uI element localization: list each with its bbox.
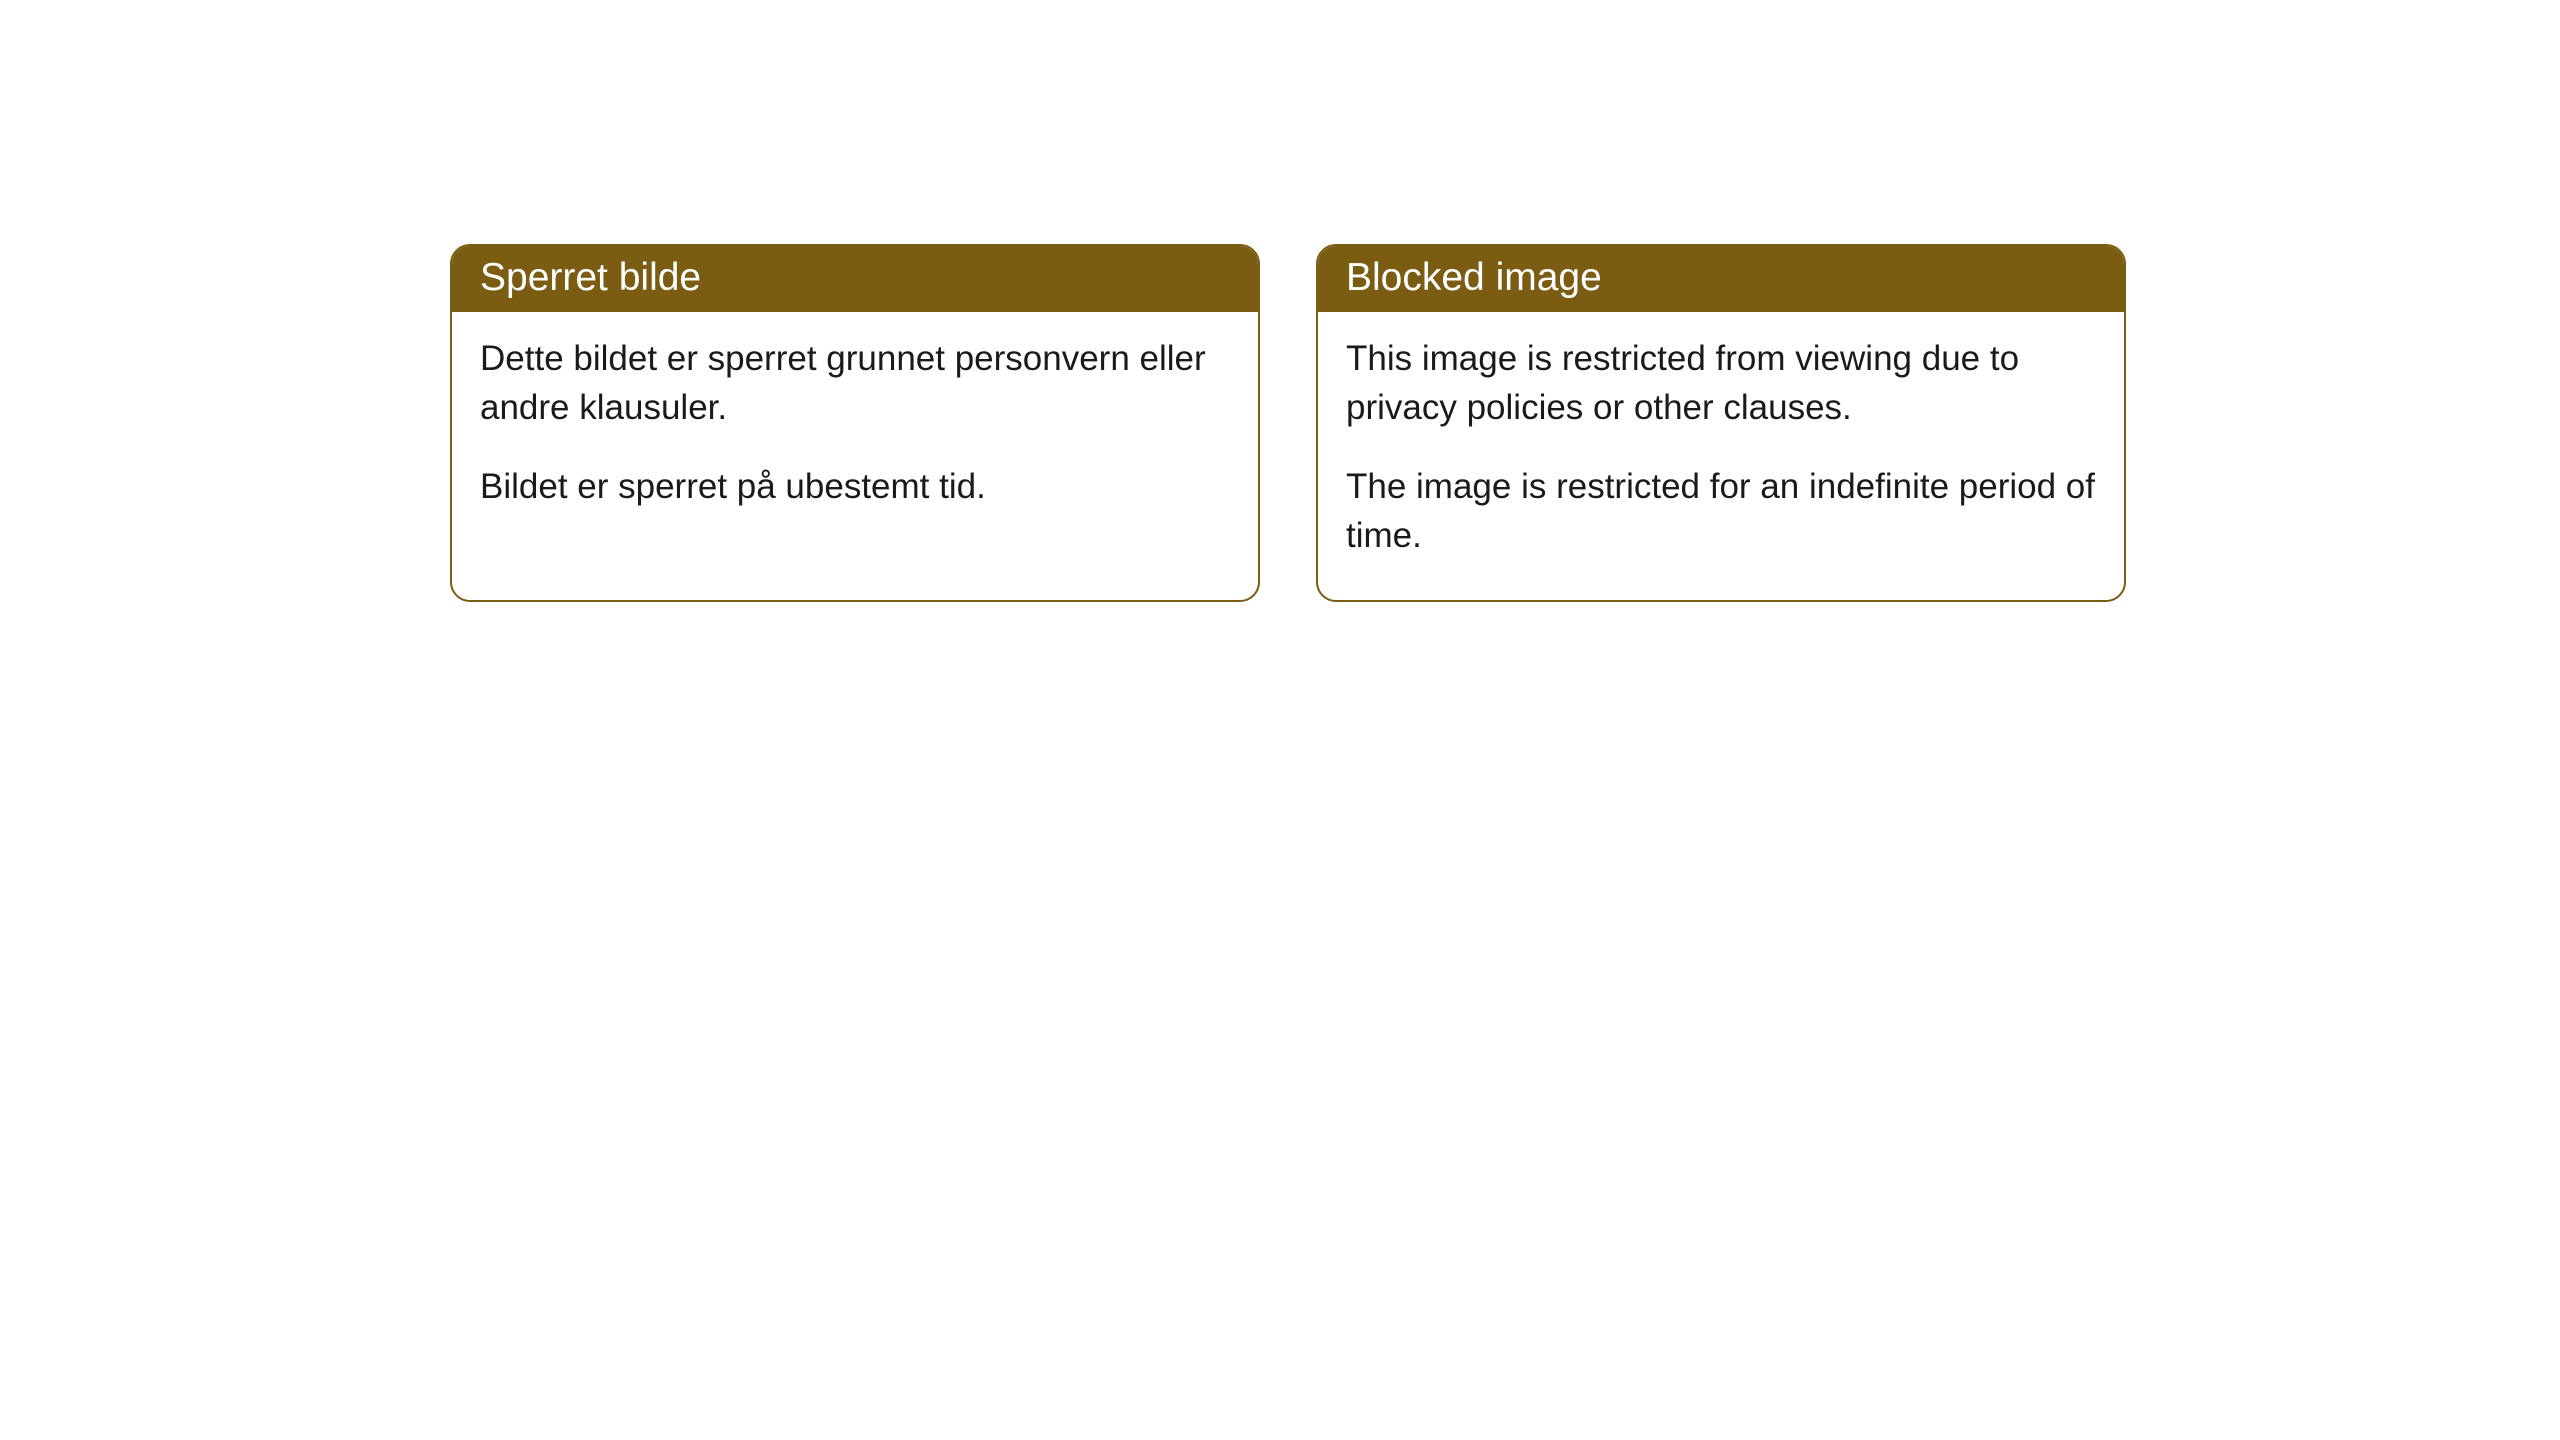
card-title: Blocked image [1346,256,1602,299]
card-paragraph: This image is restricted from viewing du… [1346,334,2096,432]
card-body: This image is restricted from viewing du… [1318,312,2124,600]
card-body: Dette bildet er sperret grunnet personve… [452,312,1258,551]
notice-cards-container: Sperret bilde Dette bildet er sperret gr… [450,244,2126,602]
card-title: Sperret bilde [480,256,701,299]
card-paragraph: Bildet er sperret på ubestemt tid. [480,462,1230,511]
card-paragraph: The image is restricted for an indefinit… [1346,462,2096,560]
card-header: Blocked image [1318,246,2124,312]
notice-card-english: Blocked image This image is restricted f… [1316,244,2126,602]
card-paragraph: Dette bildet er sperret grunnet personve… [480,334,1230,432]
notice-card-norwegian: Sperret bilde Dette bildet er sperret gr… [450,244,1260,602]
card-header: Sperret bilde [452,246,1258,312]
